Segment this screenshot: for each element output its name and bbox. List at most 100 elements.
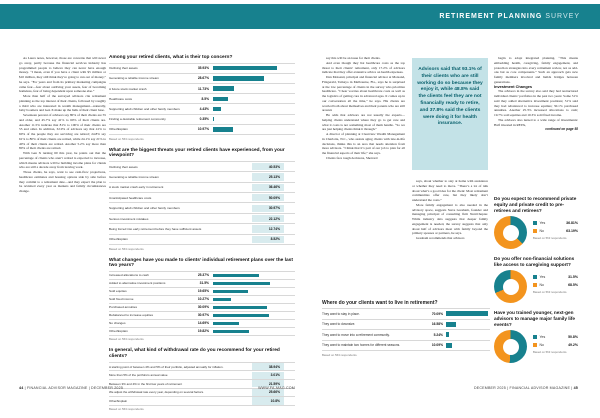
row-value-box: 21.59% bbox=[252, 380, 284, 388]
chart-title: Among your retired clients, what is thei… bbox=[109, 55, 233, 60]
bar-track bbox=[213, 313, 295, 318]
row-label: Added to alternative investment position… bbox=[109, 281, 166, 286]
legend-label-no: No bbox=[539, 282, 544, 287]
row-label: Rebalanced to increase equities bbox=[109, 313, 154, 318]
bar-track bbox=[213, 106, 295, 112]
value-bar bbox=[213, 297, 232, 302]
right-page-column2: says, about whether to stay at home with… bbox=[412, 179, 488, 298]
row-label: Finding a desirable retirement community bbox=[109, 117, 166, 122]
chart-row: Unanticipated healthcare costs 50.09% bbox=[109, 193, 295, 204]
bar-track bbox=[446, 342, 490, 348]
value-bar bbox=[213, 305, 268, 310]
bar-track bbox=[213, 76, 295, 81]
row-label: Other/Explain bbox=[109, 127, 128, 132]
row-value-box: 3.01% bbox=[252, 371, 284, 379]
row-label: Unanticipated healthcare costs bbox=[109, 195, 152, 200]
continued-on-page-note: continued on page 58 bbox=[545, 127, 578, 132]
bar-track bbox=[213, 281, 295, 286]
chart-row: Added to alternative investment position… bbox=[109, 280, 295, 288]
row-label: Sold equities bbox=[109, 289, 127, 294]
chart-rows: Outliving their assets 35.93% Generating… bbox=[109, 62, 295, 136]
row-value-box: 40.53% bbox=[252, 163, 284, 171]
row-value: 35.93% bbox=[197, 66, 209, 71]
body-paragraph: A director of planning at Clearview Weal… bbox=[322, 132, 405, 155]
footer-magazine-name: DECEMBER 2025 | FINANCIAL ADVISOR MAGAZI… bbox=[473, 386, 573, 390]
legend-value-yes: 31.5% bbox=[568, 275, 578, 280]
chart-title: What changes have you made to clients’ i… bbox=[109, 257, 293, 269]
chart-row: A starting point of between 4% and 5% of… bbox=[109, 363, 295, 372]
chart-row: Purchased annuities 30.09% bbox=[109, 304, 295, 312]
body-paragraph: As Laura notes, however, those are conce… bbox=[19, 56, 106, 94]
chart-row: Supporting adult children and other fami… bbox=[109, 203, 295, 214]
row-label: Increased allocations to cash bbox=[109, 273, 149, 278]
row-label: Other/Explain bbox=[109, 329, 128, 334]
donut-chart bbox=[494, 216, 527, 250]
footer-right-page: DECEMBER 2025 | FINANCIAL ADVISOR MAGAZI… bbox=[474, 386, 578, 390]
chart-biggest-threats: What are the biggest threats your retire… bbox=[109, 148, 295, 251]
value-bar bbox=[213, 281, 270, 286]
value-bar bbox=[213, 106, 221, 112]
legend-item-no: No 68.5% bbox=[533, 282, 578, 287]
body-paragraph: The advisors also turned to a wide range… bbox=[494, 117, 578, 127]
legend-swatch-yes bbox=[533, 221, 537, 226]
legend-swatch-no bbox=[533, 342, 537, 347]
row-label: Between 3% and 4% in the first few years… bbox=[109, 381, 183, 386]
bar-track bbox=[213, 297, 295, 302]
chart-row: Other/Explain 19.82% bbox=[109, 328, 295, 336]
donut-chart bbox=[494, 330, 527, 364]
chart-row: We adjust the withdrawal rate every year… bbox=[109, 388, 295, 398]
chart-row: Being forced into early retirement befor… bbox=[109, 224, 295, 235]
row-value: 4.43% bbox=[199, 107, 209, 112]
chart-row: More than 5% of the portfolio’s annual v… bbox=[109, 371, 295, 381]
row-value: 25.37% bbox=[197, 273, 209, 278]
chart-row: Serious investment mistakes 22.12% bbox=[109, 214, 295, 225]
donut-question: Have you trained younger, next-gen advis… bbox=[494, 309, 576, 327]
legend-item-yes: Yes 36.81% bbox=[533, 221, 578, 226]
chart-row: Supporting adult children and other fami… bbox=[109, 104, 295, 115]
legend-swatch-no bbox=[533, 282, 537, 287]
legend-label-yes: Yes bbox=[539, 335, 546, 340]
chart-row: Rebalanced to increase equities 30.97% bbox=[109, 312, 295, 320]
row-value: 16.58% bbox=[431, 322, 443, 327]
row-label: Purchased annuities bbox=[109, 305, 138, 310]
footer-magazine-name: | FINANCIAL ADVISOR MAGAZINE | DECEMBER … bbox=[24, 386, 124, 390]
chart-title: Where do your clients want to live in re… bbox=[322, 300, 438, 306]
bar-track bbox=[446, 311, 490, 317]
row-value-box: 50.09% bbox=[252, 194, 284, 202]
value-bar bbox=[213, 76, 265, 81]
bar-track bbox=[213, 305, 295, 310]
chart-row: A future stock market crash 11.73% bbox=[109, 84, 295, 95]
chart-row: Finding a desirable retirement community… bbox=[109, 115, 295, 125]
donut-block-nextgen-advisors: Have you trained younger, next-gen advis… bbox=[494, 309, 578, 364]
body-paragraph: say this will be an issue for their clie… bbox=[326, 56, 381, 60]
legend-swatch-no bbox=[533, 228, 537, 233]
body-paragraph: Dan Moisand, principal and financial adv… bbox=[322, 75, 405, 113]
donut-block-private-equity: Do you expect to recommend private equit… bbox=[494, 196, 578, 250]
legend-label-no: No bbox=[539, 228, 544, 233]
chart-rows: A starting point of between 4% and 5% of… bbox=[109, 361, 295, 406]
body-paragraph: More family engagement is also needed in… bbox=[412, 202, 488, 236]
legend-value-yes: 36.81% bbox=[566, 221, 578, 226]
body-paragraph: begin to adopt integrated planning. “Thi… bbox=[494, 56, 578, 84]
row-value-box: 22.12% bbox=[252, 214, 284, 223]
bar-track bbox=[213, 127, 295, 132]
body-paragraph: With Gen X turning 60 this year, he poin… bbox=[19, 151, 106, 170]
row-label: A future stock market crash bbox=[109, 86, 147, 91]
row-label: Supporting adult children and other fami… bbox=[109, 107, 180, 112]
row-value: 5.24% bbox=[433, 332, 443, 337]
value-bar bbox=[213, 86, 234, 91]
row-label: Other/Explain bbox=[109, 399, 128, 404]
footer-left-page: 44 | FINANCIAL ADVISOR MAGAZINE | DECEMB… bbox=[19, 386, 123, 390]
value-bar bbox=[213, 273, 259, 278]
banner-title-light: SURVEY bbox=[545, 13, 580, 20]
row-label: Healthcare costs bbox=[109, 96, 133, 101]
chart-row: Increased allocations to cash 25.37% bbox=[109, 272, 295, 280]
chart-row: They want to stay in place. 70.09% bbox=[322, 309, 490, 320]
row-label: We adjust the withdrawal rate every year… bbox=[109, 390, 204, 395]
value-bar bbox=[213, 313, 269, 318]
row-value: 10.27% bbox=[197, 297, 209, 302]
row-value: 19.82% bbox=[197, 329, 209, 334]
donut-legend: Yes 36.81% No 63.19% Based on 563 respon… bbox=[533, 216, 578, 240]
bar-track bbox=[446, 321, 490, 327]
footer-website: WWW.FA-MAG.COM bbox=[258, 386, 295, 390]
